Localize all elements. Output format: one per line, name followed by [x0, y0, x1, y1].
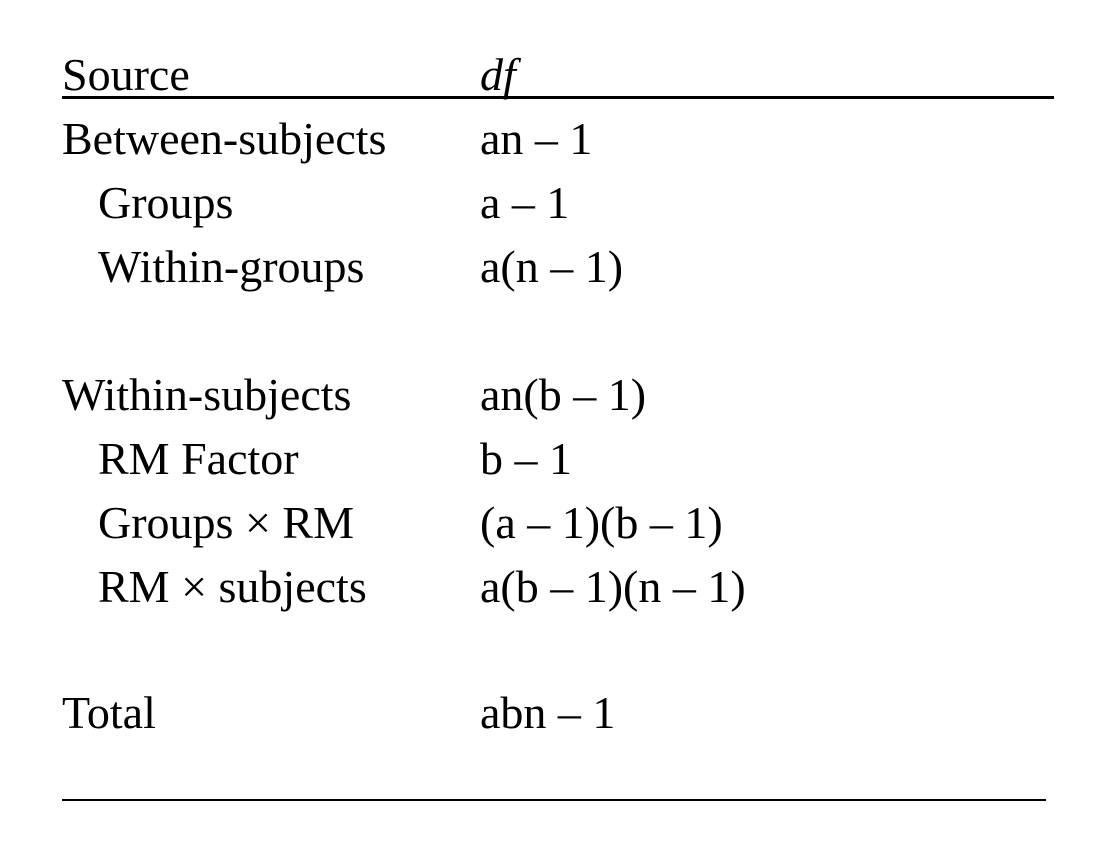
anova-df-table: Source df Between-subjects an – 1 Groups…: [62, 0, 1054, 854]
row-df-within-subjects: an(b – 1): [480, 369, 647, 420]
row-df-rm-factor: b – 1: [480, 433, 572, 484]
row-source-groups-x-rm: Groups × RM: [98, 497, 354, 548]
row-source-rm-factor: RM Factor: [98, 433, 299, 484]
row-source-within-subjects: Within-subjects: [62, 369, 352, 420]
row-df-groups-x-rm: (a – 1)(b – 1): [480, 497, 723, 548]
header-df: df: [480, 49, 516, 100]
header-source: Source: [62, 49, 190, 100]
row-df-total: abn – 1: [480, 687, 616, 738]
bottom-rule: [62, 799, 1046, 801]
header-rule: [62, 96, 1054, 99]
row-source-between-subjects: Between-subjects: [62, 113, 387, 164]
row-df-rm-x-subjects: a(b – 1)(n – 1): [480, 561, 746, 612]
row-df-between-subjects: an – 1: [480, 113, 593, 164]
row-source-groups: Groups: [98, 177, 234, 228]
row-source-rm-x-subjects: RM × subjects: [98, 561, 367, 612]
row-df-groups: a – 1: [480, 177, 570, 228]
row-df-within-groups: a(n – 1): [480, 241, 624, 292]
row-source-within-groups: Within-groups: [98, 241, 365, 292]
row-source-total: Total: [62, 687, 156, 738]
